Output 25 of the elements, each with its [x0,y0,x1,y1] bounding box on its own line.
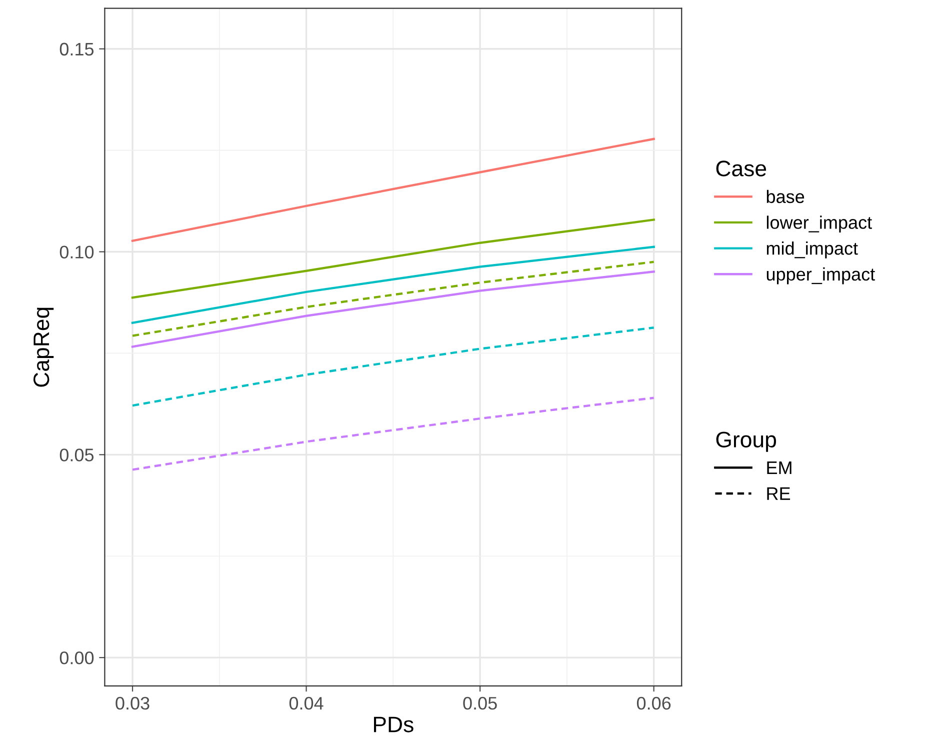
x-tick-label: 0.06 [636,696,671,710]
x-tick-label: 0.04 [289,696,324,710]
line-series [131,396,655,471]
x-axis-title: PDs [374,716,414,732]
y-tick-label: 0.05 [60,448,94,462]
y-tick-label: 0.00 [60,652,94,664]
legend-label: mid_impact [766,242,858,258]
line-series [131,326,655,407]
y-axis-title: CapReq [33,308,54,387]
legend-label: lower_impact [766,216,872,233]
line-series [131,246,655,324]
text: Case [716,160,766,176]
x-tick-label: 0.03 [116,696,150,710]
x-tick-label: 0.05 [463,696,497,710]
legend-label: base [766,190,804,204]
text: RE [767,487,790,500]
text: Group [716,432,776,452]
line-series [131,260,655,337]
line-series [131,138,655,242]
line-series [131,270,655,348]
text: EM [767,462,792,474]
legend-label: upper_impact [766,267,875,284]
y-tick-label: 0.10 [60,246,94,258]
y-tick-label: 0.15 [60,42,94,56]
line-series [131,218,655,299]
